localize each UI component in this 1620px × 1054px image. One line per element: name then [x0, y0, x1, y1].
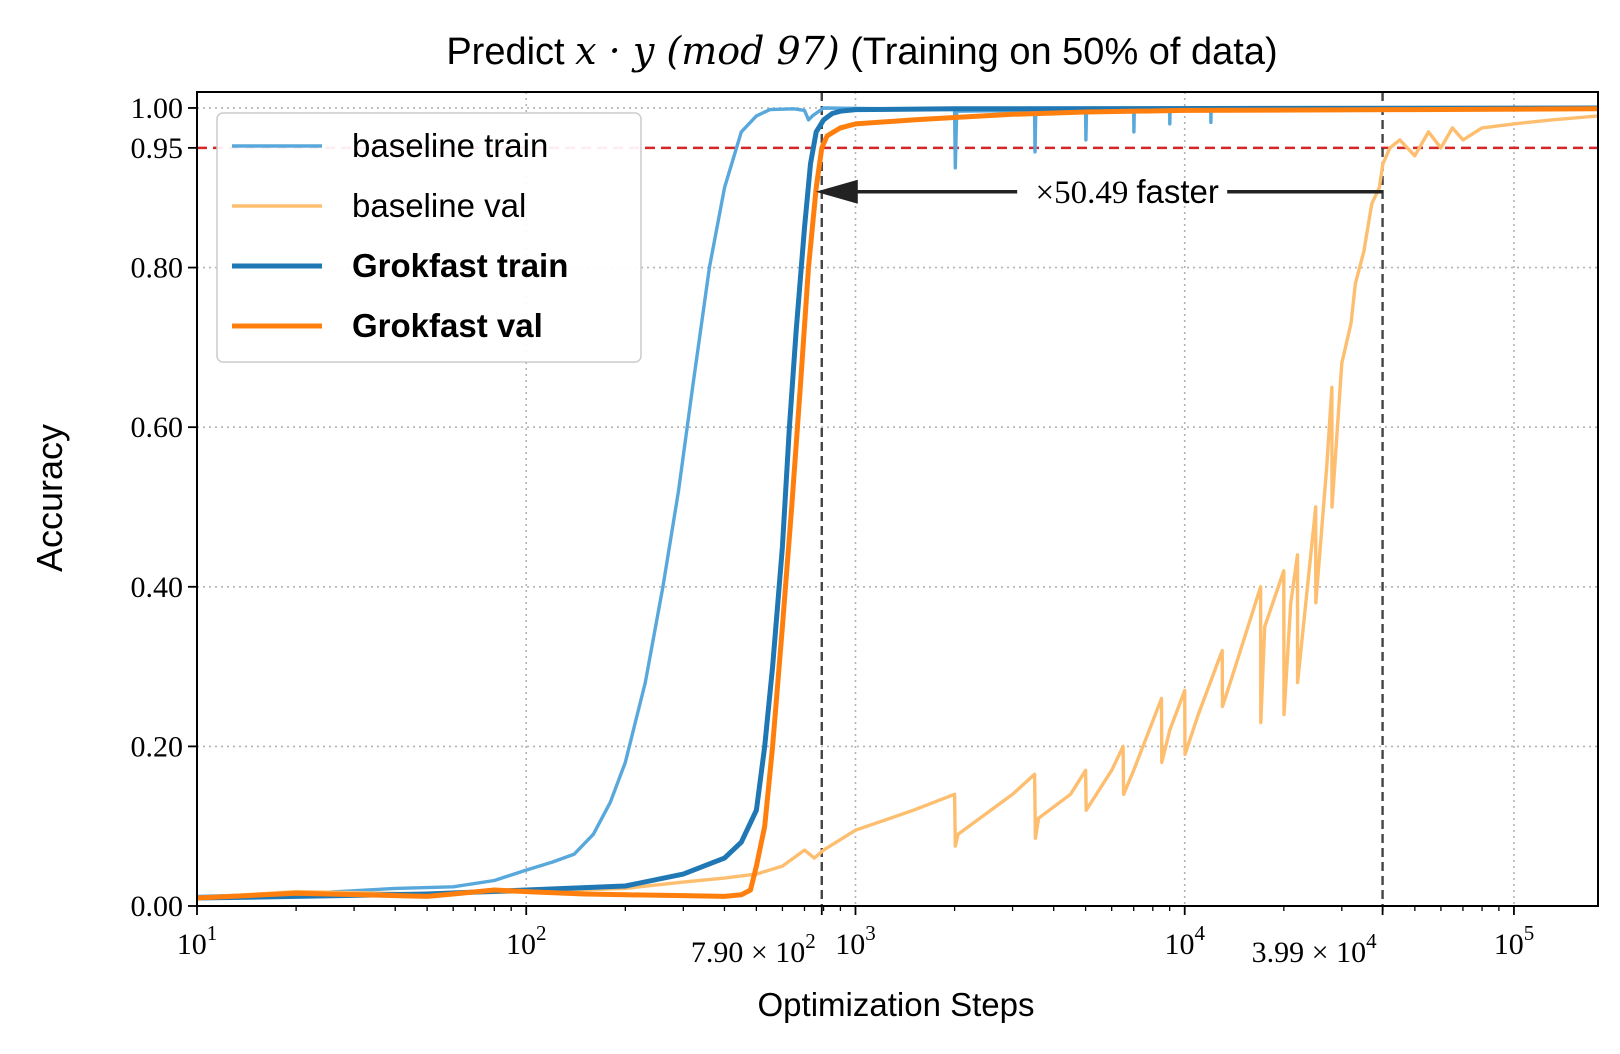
legend-label-0: baseline train — [352, 127, 548, 164]
y-tick-label: 0.60 — [131, 411, 184, 444]
x-tick-label: 104 — [1164, 921, 1205, 961]
y-tick-label: 0.95 — [131, 132, 184, 165]
y-tick-label: 1.00 — [131, 92, 184, 125]
tick-label-base: 3.99 × 10 — [1252, 936, 1366, 969]
title-part: Predict — [446, 31, 575, 73]
series-line-3 — [196, 106, 1599, 901]
tick-label-base: 10 — [1494, 928, 1524, 961]
x-special-tick-label: 3.99 × 104 — [1252, 929, 1377, 969]
y-tick-label: 0.40 — [131, 571, 184, 604]
x-tick-label: 103 — [835, 921, 876, 961]
x-special-tick-label: 7.90 × 102 — [691, 929, 816, 969]
x-tick-label: 101 — [177, 921, 218, 961]
series-line-2 — [196, 105, 1599, 901]
annotation-factor: ×50.49 — [1035, 175, 1128, 211]
y-tick-label: 0.20 — [131, 730, 184, 763]
plot-frame — [196, 91, 1599, 907]
title-part: (Training on 50% of data) — [840, 31, 1278, 73]
chart-title: Predict x · y (mod 97) (Training on 50% … — [446, 29, 1277, 73]
annotation-label: ×50.49 faster — [1035, 173, 1218, 211]
legend-label-2: Grokfast train — [352, 247, 568, 284]
legend: baseline train baseline val Grokfast train… — [216, 112, 642, 363]
series-group — [196, 105, 1599, 901]
y-tick-label: 0.00 — [131, 890, 184, 923]
tick-label-base: 10 — [177, 928, 207, 961]
tick-label-exponent: 1 — [207, 921, 218, 945]
tick-label-base: 7.90 × 10 — [691, 936, 805, 969]
x-axis-label: Optimization Steps — [758, 986, 1035, 1023]
annotation-arrowhead — [815, 179, 858, 204]
tick-label-base: 10 — [506, 928, 536, 961]
tick-label-exponent: 2 — [536, 921, 547, 945]
tick-label-exponent: 5 — [1524, 921, 1535, 945]
annotation: ×50.49 faster — [815, 173, 1383, 211]
grid — [197, 92, 1598, 906]
legend-label-1: baseline val — [352, 187, 526, 224]
tick-label-exponent: 3 — [865, 921, 876, 945]
tick-label-exponent: 4 — [1366, 929, 1377, 953]
x-tick-label: 105 — [1494, 921, 1535, 961]
tick-label-exponent: 4 — [1194, 921, 1205, 945]
tick-label-base: 10 — [835, 928, 865, 961]
tick-label-exponent: 2 — [805, 929, 816, 953]
series-line-1 — [196, 114, 1599, 900]
legend-box — [216, 112, 642, 363]
annotation-word: faster — [1136, 173, 1219, 210]
legend-label-3: Grokfast val — [352, 307, 543, 344]
y-axis-label: Accuracy — [29, 424, 70, 572]
vertical-markers — [820, 92, 1384, 906]
y-axis-ticks: 0.00 0.20 0.40 0.60 0.80 0.95 1.00 — [131, 92, 197, 923]
title-math: x · y (mod 97) — [575, 29, 840, 73]
x-tick-label: 102 — [506, 921, 547, 961]
y-tick-label: 0.80 — [131, 252, 184, 285]
tick-label-base: 10 — [1164, 928, 1194, 961]
